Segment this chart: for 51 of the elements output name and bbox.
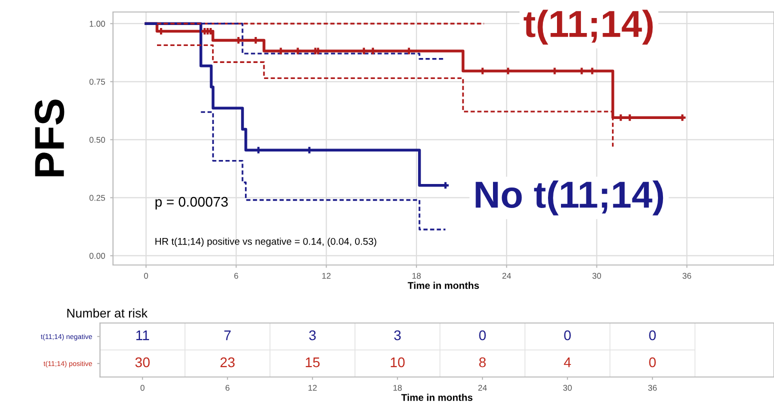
point bbox=[406, 48, 412, 54]
point bbox=[479, 68, 486, 74]
data-label: 8 bbox=[479, 357, 486, 368]
y-axis-title: PFS bbox=[34, 100, 64, 176]
x-tick-label: 6 bbox=[226, 384, 230, 391]
chart-title: Number at risk bbox=[67, 308, 148, 318]
x-tick-label: 18 bbox=[393, 384, 402, 391]
y-tick-label: 0.00 bbox=[89, 252, 106, 259]
x-tick-label: 36 bbox=[648, 384, 657, 391]
data-label: 3 bbox=[394, 330, 401, 340]
y-tick-label: 0.75 bbox=[89, 78, 106, 85]
point bbox=[370, 48, 376, 54]
y-tick-label: 0.50 bbox=[89, 136, 106, 143]
x-tick-label: 18 bbox=[412, 272, 421, 279]
x-tick-label: 12 bbox=[322, 272, 331, 279]
point bbox=[360, 48, 368, 54]
point bbox=[551, 68, 558, 74]
data-label: 10 bbox=[390, 357, 405, 368]
data-label: 7 bbox=[224, 330, 231, 340]
data-label: 0 bbox=[479, 330, 486, 340]
x-tick-label: 6 bbox=[234, 272, 238, 279]
point bbox=[278, 48, 284, 54]
x-tick-label: 12 bbox=[308, 384, 317, 391]
x-tick-label: 36 bbox=[682, 272, 692, 279]
point bbox=[504, 68, 512, 74]
series-label: No t(11;14) bbox=[476, 180, 664, 216]
data-label: 11 bbox=[136, 330, 150, 340]
data-label: 3 bbox=[309, 330, 316, 340]
x-tick-label: 24 bbox=[502, 272, 511, 279]
x-tick-label: 30 bbox=[592, 272, 602, 279]
annotation: p = 0.00073 bbox=[156, 196, 228, 210]
data-label: 0 bbox=[649, 357, 656, 368]
y-tick-label: 1.00 bbox=[90, 20, 106, 27]
data-label: 0 bbox=[564, 330, 571, 340]
point bbox=[294, 48, 302, 54]
x-axis-title: Time in months bbox=[408, 282, 479, 289]
data-label: 0 bbox=[649, 330, 656, 340]
point bbox=[578, 68, 585, 74]
x-tick-label: 30 bbox=[563, 384, 572, 391]
x-tick-label: 0 bbox=[140, 384, 144, 391]
data-label: 15 bbox=[306, 358, 320, 368]
data-label: 30 bbox=[135, 357, 150, 368]
x-tick-label: 0 bbox=[144, 272, 148, 279]
x-tick-label: 24 bbox=[478, 384, 487, 391]
data-label: 4 bbox=[564, 358, 571, 368]
x-axis-title: Time in months bbox=[401, 394, 472, 401]
annotation: HR t(11;14) positive vs negative = 0.14, (0.04, 0.53) bbox=[155, 238, 376, 247]
point bbox=[588, 68, 596, 74]
y-tick-label: 0.25 bbox=[89, 194, 106, 201]
data-label: 23 bbox=[220, 357, 235, 368]
series-label: t(11;14) bbox=[524, 10, 653, 45]
